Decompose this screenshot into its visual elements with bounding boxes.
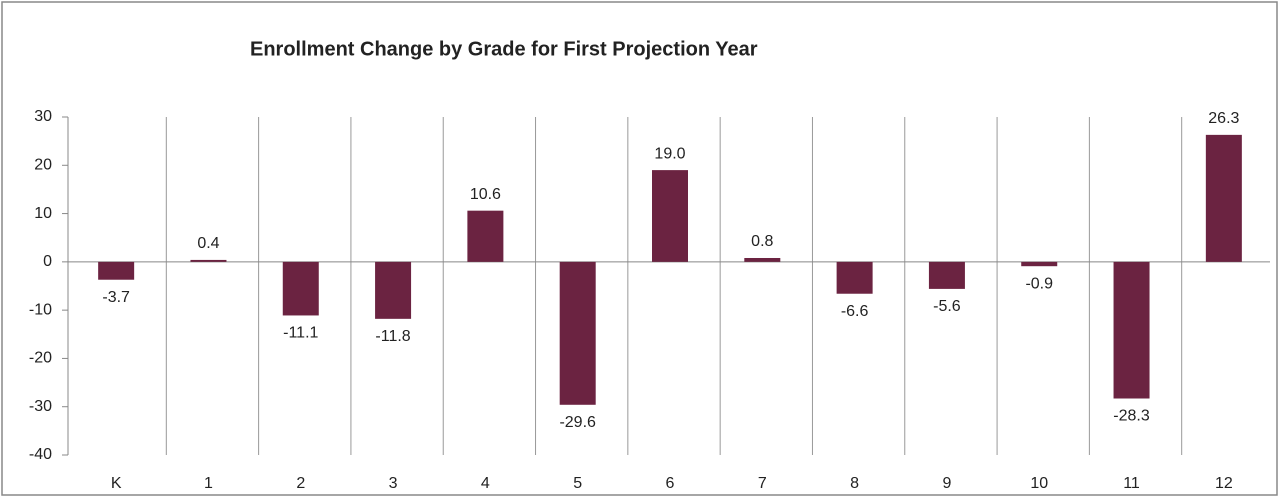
bar — [744, 257, 781, 262]
x-tick-label: 10 — [1030, 475, 1048, 492]
x-tick-label: 11 — [1123, 475, 1140, 492]
data-label: -29.6 — [559, 414, 596, 431]
data-label: -28.3 — [1113, 408, 1150, 425]
x-tick-label: 8 — [850, 475, 859, 492]
x-tick-label: 4 — [481, 475, 490, 492]
bar — [1021, 261, 1058, 267]
data-label: -11.1 — [283, 325, 318, 342]
x-tick-label: 12 — [1215, 475, 1233, 492]
y-tick-label: -30 — [29, 398, 52, 415]
bar — [375, 261, 412, 319]
x-tick-label: K — [111, 475, 122, 492]
data-label: -0.9 — [1025, 275, 1053, 292]
bar — [282, 261, 319, 316]
x-tick-label: 3 — [389, 475, 398, 492]
bar — [98, 261, 135, 280]
bar — [652, 170, 688, 262]
x-tick-label: 9 — [942, 475, 951, 492]
data-label: -3.7 — [102, 289, 130, 306]
y-tick-label: -40 — [29, 446, 52, 463]
data-label: 0.4 — [197, 235, 219, 252]
x-tick-label: 2 — [296, 475, 305, 492]
y-tick-label: 0 — [43, 253, 52, 270]
bar — [1205, 134, 1242, 262]
data-label: 19.0 — [654, 145, 685, 162]
bar — [559, 261, 596, 405]
x-tick-label: 5 — [573, 475, 582, 492]
y-tick-label: 20 — [34, 157, 52, 174]
data-label: 0.8 — [751, 233, 773, 250]
data-label: -6.6 — [841, 303, 869, 320]
y-tick-label: -10 — [29, 301, 52, 318]
y-tick-label: 30 — [34, 108, 52, 125]
data-label: -11.8 — [375, 328, 410, 345]
x-tick-label: 1 — [204, 475, 213, 492]
data-label: 26.3 — [1208, 110, 1239, 127]
x-tick-label: 7 — [758, 475, 767, 492]
bar — [836, 261, 873, 294]
bar — [928, 261, 965, 289]
bar — [1113, 261, 1150, 399]
x-tick-label: 6 — [666, 475, 675, 492]
data-label: -5.6 — [933, 298, 961, 315]
y-tick-label: 10 — [34, 205, 52, 222]
data-label: 10.6 — [470, 186, 501, 203]
bar — [190, 259, 227, 262]
bar — [467, 210, 504, 262]
y-tick-label: -20 — [29, 350, 52, 367]
chart-title: Enrollment Change by Grade for First Pro… — [250, 38, 758, 60]
